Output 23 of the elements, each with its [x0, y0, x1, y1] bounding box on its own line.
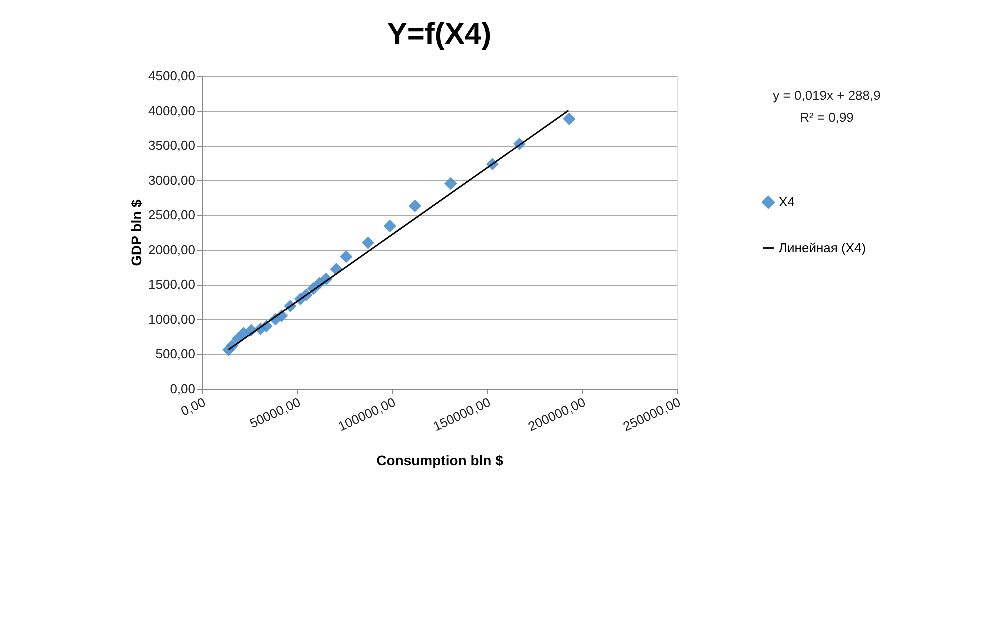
- text: R² = 0,99: [800, 110, 854, 125]
- point: [408, 200, 422, 212]
- point: [444, 177, 458, 190]
- y-tick-label: 4000,00: [148, 103, 196, 118]
- y-axis-title: GDP bln $: [128, 199, 145, 266]
- y-tick-label: 3500,00: [148, 138, 196, 154]
- y-tick-label: 4500,00: [148, 68, 196, 84]
- text: y = 0,019x + 288,9: [773, 88, 881, 103]
- y-tick-label: 500,00: [156, 346, 196, 362]
- y-tick-label: 0,00: [170, 382, 196, 396]
- y-tick-label: 1000,00: [148, 312, 196, 327]
- point: [563, 112, 576, 126]
- point: [340, 250, 353, 264]
- point: [362, 236, 375, 250]
- y-tick-label: 2000,00: [148, 242, 196, 258]
- chart-title: Y=f(X4): [387, 18, 492, 51]
- legend-label: Линейная (X4): [779, 240, 866, 256]
- y-tick-label: 2500,00: [148, 208, 196, 223]
- point: [384, 220, 396, 233]
- legend-label: X4: [779, 194, 795, 210]
- x-axis-title: Consumption bln $: [376, 452, 504, 468]
- y-tick-label: 1500,00: [148, 277, 196, 292]
- y-tick-label: 3000,00: [148, 172, 196, 188]
